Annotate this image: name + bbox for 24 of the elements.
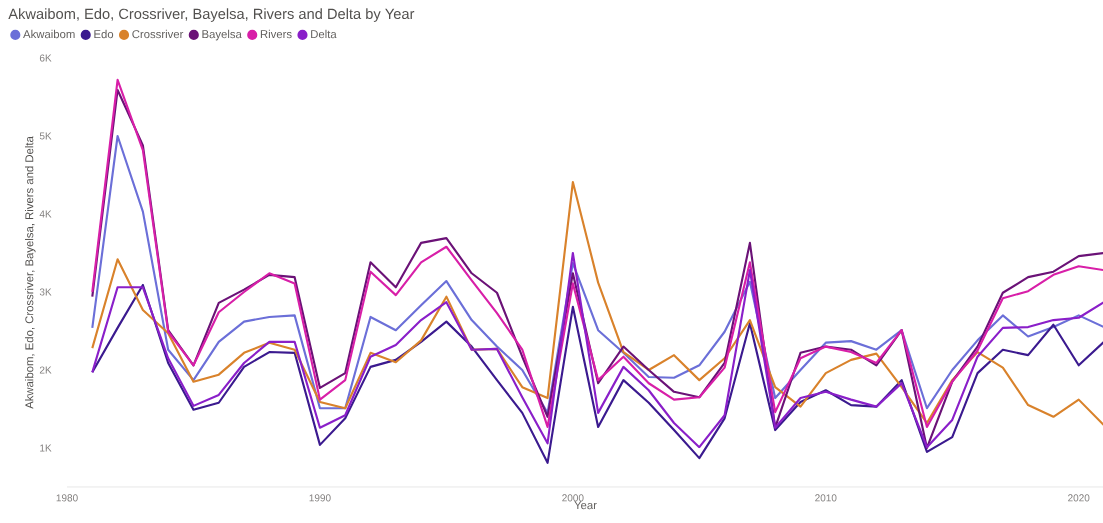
y-tick-label: 4K [39,210,52,218]
x-tick-label: 1980 [56,494,78,502]
line-series [91,251,1103,449]
x-axis-title: Year [574,501,597,510]
legend-label: Akwaibom [23,29,75,39]
x-tick-label: 2010 [815,494,837,502]
line-series [91,134,1103,414]
legend-label: Crossriver [132,29,184,39]
x-tick-label: 1990 [309,494,331,502]
y-tick-label: 1K [40,444,52,452]
x-tick-label: 2000 [562,494,584,502]
y-tick-label: 3K [39,288,52,296]
legend-label: Bayelsa [202,29,242,41]
legend-label: Rivers [260,29,292,39]
y-tick-label: 2K [39,366,52,374]
y-tick-label: 6K [39,54,52,62]
x-tick-label: 2020 [1068,494,1090,502]
chart-title: Akwaibom, Edo, Crossriver, Bayelsa, Rivers and Delta by Year [8,8,415,22]
legend-label: Delta [311,29,337,39]
line-series [91,283,1103,464]
legend-label: Edo [94,29,114,39]
y-axis-title: Akwaibom, Edo, Crossriver, Bayelsa, Rivers and Delta [25,136,36,409]
line-series [91,180,1103,427]
y-tick-label: 5K [39,132,52,140]
